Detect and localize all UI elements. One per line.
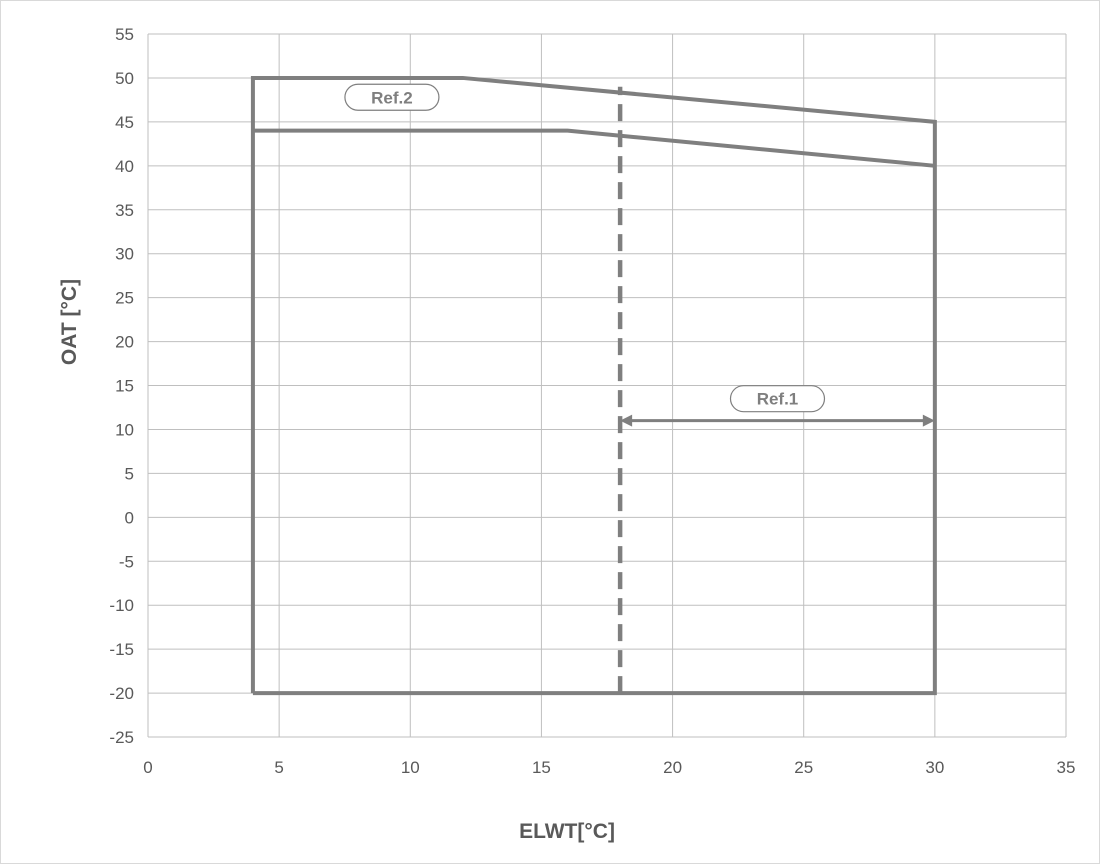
- y-tick-label: 50: [115, 69, 134, 88]
- ref-label-box: [729, 385, 826, 413]
- ref-label-text: Ref.2: [371, 88, 413, 107]
- ref-label-text: Ref.1: [757, 390, 799, 409]
- grid: [147, 33, 1067, 738]
- y-tick-label: 55: [115, 25, 134, 44]
- y-tick-label: 40: [115, 157, 134, 176]
- envelope-line-1: [250, 75, 937, 696]
- ref1-arrowhead-right: [922, 414, 935, 427]
- ref-label-box: [344, 83, 440, 111]
- ref1-arrowhead-left: [620, 414, 633, 427]
- x-tick-label: 15: [532, 758, 551, 777]
- y-tick-label: 10: [115, 420, 134, 439]
- x-tick-label: 10: [401, 758, 420, 777]
- y-tick-label: 20: [115, 333, 134, 352]
- y-tick-label: -25: [109, 728, 134, 747]
- x-tick-label: 20: [663, 758, 682, 777]
- y-axis-title: OAT [°C]: [58, 279, 81, 365]
- y-tick-label: -5: [119, 552, 134, 571]
- y-tick-label: -15: [109, 640, 134, 659]
- y-tick-label: 30: [115, 245, 134, 264]
- y-tick-label: 5: [125, 464, 134, 483]
- x-tick-label: 5: [274, 758, 283, 777]
- x-tick-label: 25: [794, 758, 813, 777]
- y-tick-label: 0: [125, 508, 134, 527]
- envelope-line-2: [252, 128, 936, 168]
- x-axis-title: ELWT[°C]: [519, 820, 615, 843]
- x-tick-label: 0: [143, 758, 152, 777]
- y-tick-label: -10: [109, 596, 134, 615]
- y-tick-label: -20: [109, 684, 134, 703]
- x-tick-label: 35: [1057, 758, 1076, 777]
- y-tick-label: 35: [115, 201, 134, 220]
- series-layer: [250, 75, 937, 696]
- x-tick-label: 30: [925, 758, 944, 777]
- annotation-layer: Ref.1 Ref.2: [344, 83, 935, 427]
- y-tick-label: 45: [115, 113, 134, 132]
- y-tick-label: 15: [115, 377, 134, 396]
- y-tick-label: 25: [115, 289, 134, 308]
